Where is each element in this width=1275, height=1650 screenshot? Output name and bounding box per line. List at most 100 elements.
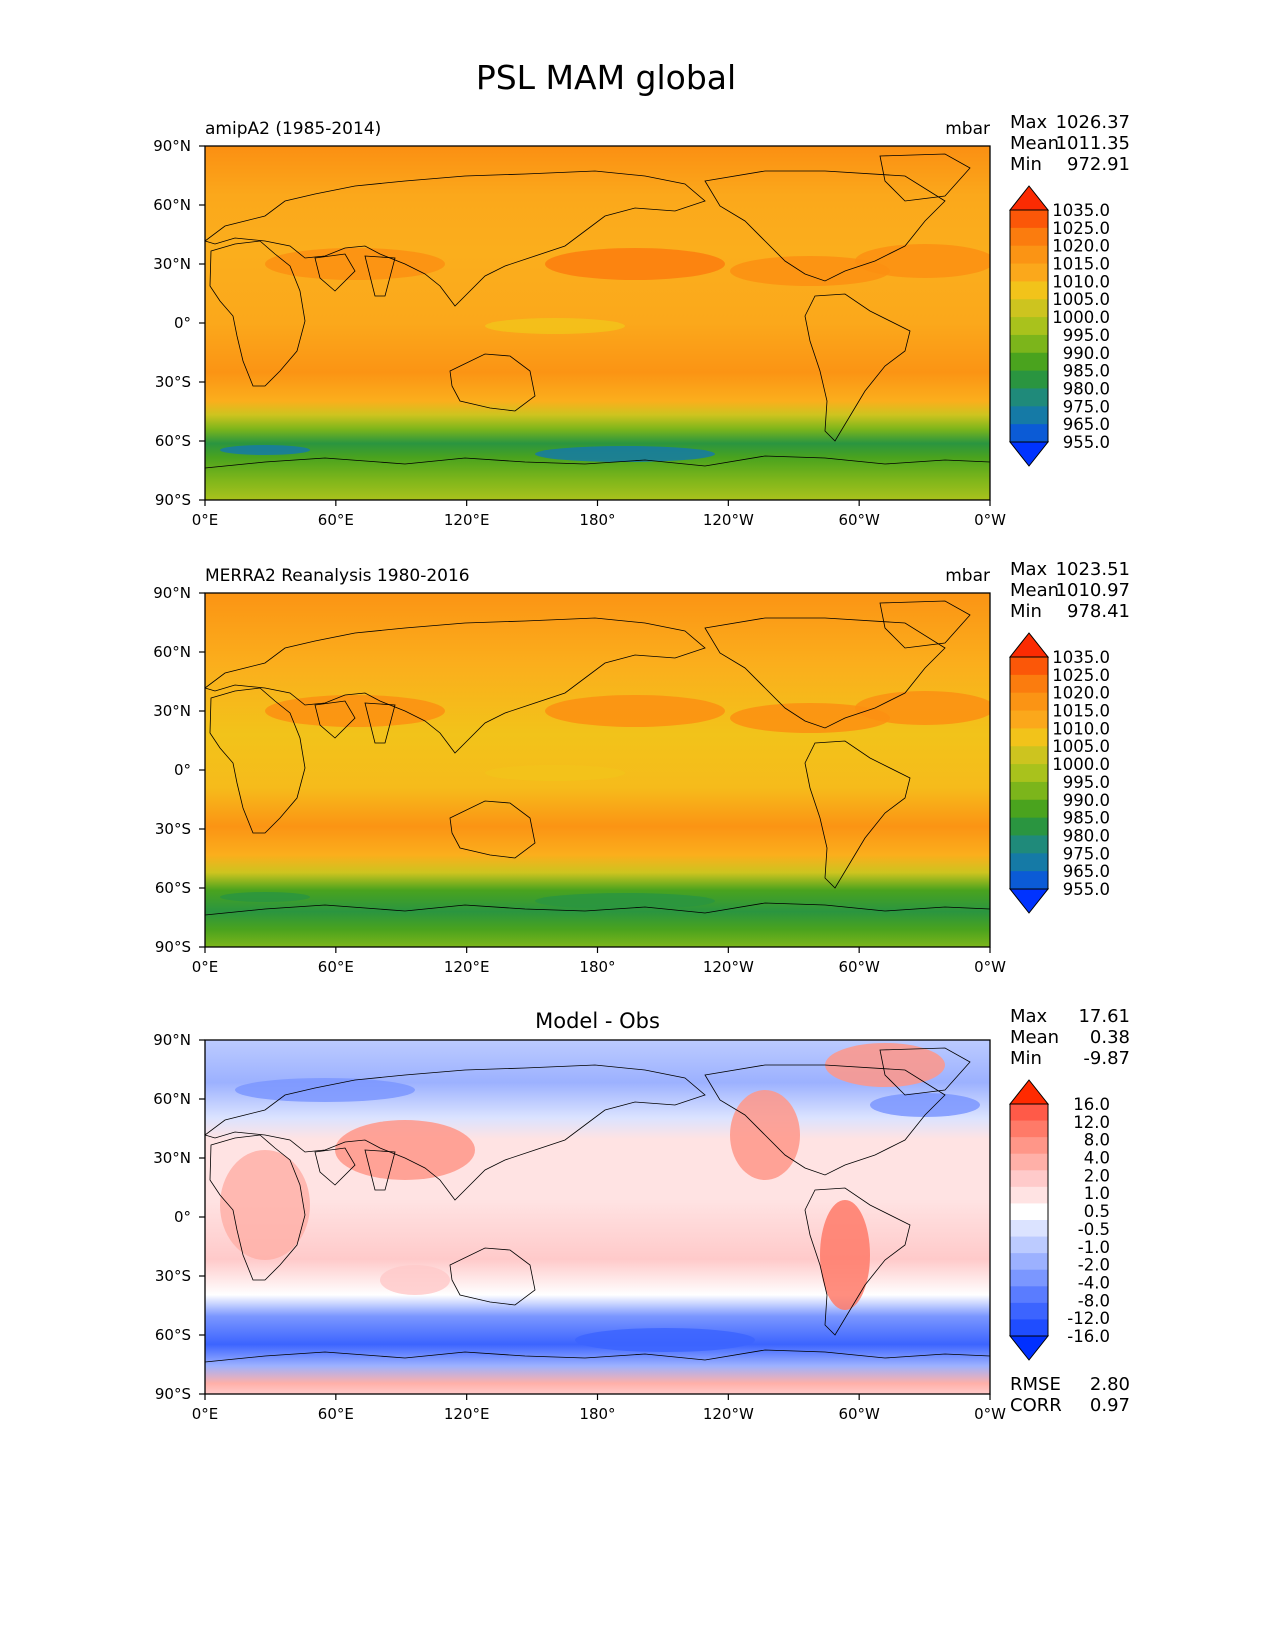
colorbar-label: 1025.0 bbox=[1052, 666, 1110, 685]
field-contour-0 bbox=[265, 248, 445, 280]
field-contour-7 bbox=[870, 1093, 980, 1117]
stat-label: Max bbox=[1010, 112, 1048, 133]
colorbar-swatch bbox=[1010, 1203, 1048, 1221]
colorbar-label: -2.0 bbox=[1078, 1256, 1110, 1275]
lon-tick-label: 180° bbox=[579, 511, 615, 529]
lon-tick-label: 0°E bbox=[192, 1405, 219, 1423]
colorbar-swatch bbox=[1010, 1269, 1048, 1287]
colorbar-extend-min bbox=[1008, 1335, 1050, 1361]
stat-value: 972.91 bbox=[1067, 154, 1130, 175]
field-contour-3 bbox=[335, 1120, 475, 1180]
colorbar-swatch bbox=[1010, 1104, 1048, 1122]
colorbar-label: 1000.0 bbox=[1052, 308, 1110, 327]
coastline bbox=[704, 170, 946, 282]
lon-tick-label: 120°W bbox=[703, 1405, 754, 1423]
colorbar-label: 1015.0 bbox=[1052, 702, 1110, 721]
stat-value: 1010.97 bbox=[1056, 580, 1130, 601]
colorbar-label: 965.0 bbox=[1063, 415, 1110, 434]
lat-tick-label: 60°N bbox=[153, 1090, 191, 1108]
lon-tick-label: 60°E bbox=[318, 511, 354, 529]
colorbar-label: 1005.0 bbox=[1052, 290, 1110, 309]
stat-label: Mean bbox=[1010, 580, 1059, 601]
lon-tick-label: 0°E bbox=[192, 958, 219, 976]
colorbar-swatch bbox=[1010, 334, 1048, 354]
map-field bbox=[205, 146, 990, 500]
colorbar-label: 985.0 bbox=[1063, 362, 1110, 381]
colorbar-label: 4.0 bbox=[1084, 1149, 1110, 1168]
coastline bbox=[804, 1187, 911, 1336]
field-contour-2 bbox=[220, 1150, 310, 1260]
colorbar-label: 990.0 bbox=[1063, 344, 1110, 363]
colorbar-label: 16.0 bbox=[1073, 1095, 1110, 1114]
colorbar-extend-max bbox=[1008, 185, 1050, 211]
lon-tick-label: 120°W bbox=[703, 958, 754, 976]
lat-tick-label: 90°S bbox=[155, 491, 191, 509]
lat-tick-label: 30°N bbox=[153, 255, 191, 273]
skill-label: CORR bbox=[1010, 1395, 1062, 1416]
colorbar-swatch bbox=[1010, 1319, 1048, 1337]
colorbar-swatch bbox=[1010, 370, 1048, 389]
colorbar-swatch bbox=[1010, 1286, 1048, 1304]
lon-tick-label: 0°E bbox=[192, 511, 219, 529]
lon-tick-label: 60°W bbox=[838, 511, 880, 529]
coastline bbox=[804, 293, 911, 442]
colorbar-swatch bbox=[1010, 406, 1048, 425]
figure-title: PSL MAM global bbox=[476, 58, 736, 97]
lat-tick-label: 60°N bbox=[153, 196, 191, 214]
lat-tick-label: 0° bbox=[174, 761, 191, 779]
colorbar-extend-min bbox=[1008, 888, 1050, 914]
lon-tick-label: 0°W bbox=[974, 1405, 1006, 1423]
field-contour-3 bbox=[855, 691, 990, 725]
colorbar-label: 995.0 bbox=[1063, 326, 1110, 345]
colorbar-swatch bbox=[1010, 1153, 1048, 1171]
colorbar-label: 1015.0 bbox=[1052, 255, 1110, 274]
stat-value: 978.41 bbox=[1067, 601, 1130, 622]
colorbar-swatch bbox=[1010, 1170, 1048, 1188]
coastline bbox=[205, 1064, 706, 1201]
field-contour-2 bbox=[545, 695, 725, 727]
lat-tick-label: 60°S bbox=[155, 1326, 191, 1344]
colorbar-label: 1035.0 bbox=[1052, 201, 1110, 220]
coastline bbox=[449, 353, 536, 412]
stat-value: 1011.35 bbox=[1056, 133, 1130, 154]
coastline bbox=[314, 700, 356, 739]
coastline bbox=[209, 687, 306, 834]
coastline bbox=[205, 617, 706, 754]
lat-tick-label: 30°N bbox=[153, 702, 191, 720]
coastline bbox=[449, 800, 536, 859]
field-contour-4 bbox=[380, 1265, 450, 1295]
field-contour-1 bbox=[730, 703, 890, 733]
field-contour-4 bbox=[485, 318, 625, 334]
panel-difference: 90°N 60°N 30°N 0° 30°S 60°S 90°S0°E 60°E 120°E 18… bbox=[153, 1006, 1130, 1423]
colorbar-label: -8.0 bbox=[1078, 1291, 1110, 1310]
colorbar-extend-min bbox=[1008, 441, 1050, 467]
stat-value: -9.87 bbox=[1083, 1048, 1130, 1069]
colorbar-swatch bbox=[1010, 764, 1048, 783]
colorbar-swatch bbox=[1010, 746, 1048, 765]
lat-tick-label: 0° bbox=[174, 1208, 191, 1226]
lon-tick-label: 180° bbox=[579, 1405, 615, 1423]
colorbar-swatch bbox=[1010, 799, 1048, 819]
colorbar-label: 955.0 bbox=[1063, 433, 1110, 452]
colorbar-frame bbox=[1009, 1103, 1049, 1337]
coastline bbox=[205, 170, 706, 307]
coastline bbox=[364, 702, 396, 744]
colorbar-label: 975.0 bbox=[1063, 844, 1110, 863]
colorbar-label: 12.0 bbox=[1073, 1113, 1110, 1132]
lat-tick-label: 60°S bbox=[155, 879, 191, 897]
field-contour-0 bbox=[265, 695, 445, 727]
colorbar-label: 965.0 bbox=[1063, 862, 1110, 881]
colorbar-label: 1035.0 bbox=[1052, 648, 1110, 667]
lon-tick-label: 0°W bbox=[974, 511, 1006, 529]
lat-tick-label: 90°N bbox=[153, 137, 191, 155]
stat-value: 0.38 bbox=[1090, 1027, 1130, 1048]
colorbar-swatch bbox=[1010, 728, 1048, 747]
stat-value: 1023.51 bbox=[1056, 559, 1130, 580]
colorbar-swatch bbox=[1010, 210, 1048, 229]
colorbar-swatch bbox=[1010, 388, 1048, 407]
colorbar-frame bbox=[1009, 209, 1049, 443]
colorbar-label: -16.0 bbox=[1067, 1327, 1110, 1346]
lon-tick-label: 60°W bbox=[838, 958, 880, 976]
lon-tick-label: 60°E bbox=[318, 958, 354, 976]
